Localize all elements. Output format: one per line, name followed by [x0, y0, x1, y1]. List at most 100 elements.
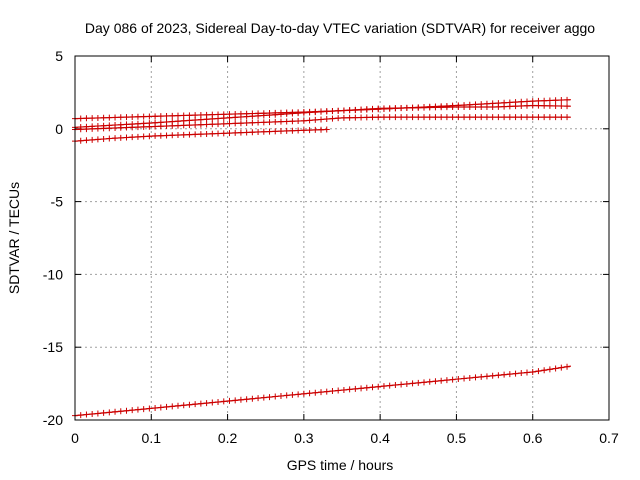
data-point — [134, 133, 141, 140]
data-point — [152, 113, 159, 120]
data-point — [94, 410, 101, 417]
data-point — [215, 121, 222, 128]
data-point — [558, 114, 565, 121]
data-point — [426, 378, 433, 385]
data-point — [77, 115, 84, 122]
data-point — [461, 375, 468, 382]
data-point — [392, 382, 399, 389]
data-point — [157, 113, 164, 120]
data-point — [478, 114, 485, 121]
data-point — [541, 114, 548, 121]
data-point — [512, 370, 519, 377]
data-point — [134, 406, 141, 413]
data-point — [380, 383, 387, 390]
data-point — [232, 120, 239, 127]
data-point — [266, 128, 273, 135]
data-point — [438, 114, 445, 121]
data-point — [386, 114, 393, 121]
data-point — [472, 114, 479, 121]
data-point — [306, 390, 313, 397]
data-point — [192, 401, 199, 408]
data-point — [140, 123, 147, 130]
data-point — [449, 114, 456, 121]
data-point — [346, 107, 353, 114]
data-point — [237, 120, 244, 127]
data-point — [323, 116, 330, 123]
data-point — [255, 395, 262, 402]
data-point — [323, 108, 330, 115]
data-point — [312, 126, 319, 133]
data-point — [392, 105, 399, 112]
data-point — [174, 402, 181, 409]
data-point — [289, 118, 296, 125]
data-point — [289, 127, 296, 134]
data-point — [260, 119, 267, 126]
data-point — [100, 409, 107, 416]
data-point — [295, 127, 302, 134]
chart-title: Day 086 of 2023, Sidereal Day-to-day VTE… — [85, 20, 595, 36]
data-point — [421, 379, 428, 386]
data-point — [363, 106, 370, 113]
data-point — [546, 114, 553, 121]
data-point — [180, 112, 187, 119]
data-point — [146, 405, 153, 412]
data-point — [535, 368, 542, 375]
plot-frame — [74, 55, 610, 421]
data-point — [306, 127, 313, 134]
data-point — [426, 104, 433, 111]
x-tick-label: 0.1 — [142, 430, 162, 446]
data-point — [169, 132, 176, 139]
data-point — [203, 116, 210, 123]
y-tick-label: -20 — [43, 412, 63, 428]
data-point — [541, 97, 548, 104]
data-point — [535, 102, 542, 109]
data-point — [443, 114, 450, 121]
data-point — [529, 368, 536, 375]
data-point — [272, 393, 279, 400]
data-point — [518, 102, 525, 109]
data-point — [340, 114, 347, 121]
data-point — [83, 115, 90, 122]
series-4 — [72, 126, 330, 145]
data-point — [363, 384, 370, 391]
data-point — [346, 386, 353, 393]
data-point — [501, 371, 508, 378]
data-point — [501, 114, 508, 121]
data-point — [546, 366, 553, 373]
data-point — [552, 102, 559, 109]
data-point — [318, 108, 325, 115]
data-point — [518, 370, 525, 377]
data-point — [295, 110, 302, 117]
data-point — [203, 130, 210, 137]
data-point — [163, 112, 170, 119]
data-point — [369, 384, 376, 391]
data-point — [358, 385, 365, 392]
x-tick-label: 0.4 — [370, 430, 390, 446]
data-point — [283, 392, 290, 399]
data-point — [129, 124, 136, 131]
data-point — [197, 116, 204, 123]
data-point — [489, 372, 496, 379]
data-point — [455, 376, 462, 383]
data-point — [266, 119, 273, 126]
data-point — [237, 396, 244, 403]
data-point — [529, 102, 536, 109]
data-point — [421, 104, 428, 111]
data-point — [163, 403, 170, 410]
data-point — [295, 391, 302, 398]
data-point — [157, 132, 164, 139]
data-point — [117, 124, 124, 131]
data-point — [506, 114, 513, 121]
y-tick-label: -15 — [43, 339, 63, 355]
data-point — [83, 137, 90, 144]
data-point — [415, 104, 422, 111]
data-point — [306, 117, 313, 124]
data-point — [318, 126, 325, 133]
data-point — [323, 388, 330, 395]
data-point — [94, 114, 101, 121]
data-point — [375, 114, 382, 121]
data-point — [123, 134, 130, 141]
x-axis-label: GPS time / hours — [287, 457, 394, 473]
data-point — [512, 114, 519, 121]
data-point — [489, 103, 496, 110]
